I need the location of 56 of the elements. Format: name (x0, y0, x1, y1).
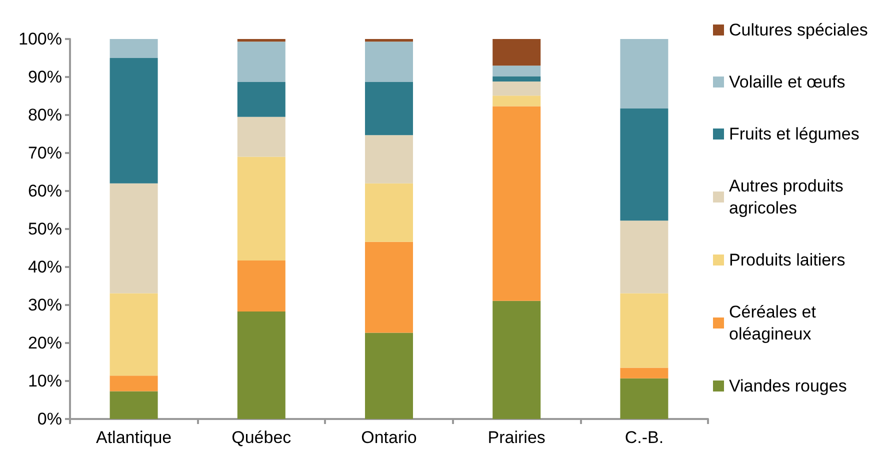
bar (492, 96, 541, 106)
bar (620, 378, 668, 419)
bar (365, 39, 413, 42)
x-tick-label: Prairies (488, 428, 546, 447)
bar (492, 66, 541, 76)
legend-label: Viandes rouges (729, 376, 847, 396)
bar (365, 242, 413, 333)
y-tick-label: 60% (28, 182, 62, 200)
bar (620, 368, 668, 378)
bar (620, 220, 668, 294)
bar (492, 300, 541, 419)
bar (365, 42, 413, 82)
bar (110, 183, 158, 294)
x-tick-label: Québec (232, 428, 292, 447)
bar (237, 42, 286, 82)
bar (237, 156, 286, 261)
legend-label: Produits laitiers (729, 250, 846, 270)
bar (365, 183, 413, 242)
bar (492, 76, 541, 82)
bar (365, 332, 413, 419)
bar (110, 58, 158, 184)
x-tick-label: Ontario (361, 428, 417, 447)
bar (110, 376, 158, 392)
bar (110, 293, 158, 376)
bar (492, 82, 541, 96)
y-tick-label: 20% (28, 334, 62, 352)
bar (620, 293, 668, 368)
bar (110, 39, 158, 58)
y-tick-label: 50% (28, 220, 62, 238)
bar (492, 106, 541, 301)
bar (620, 108, 668, 221)
bar (110, 391, 158, 419)
legend-label: Autres produits agricoles (729, 176, 848, 218)
y-tick-label: 100% (18, 30, 62, 48)
bar (492, 39, 541, 66)
bar (365, 135, 413, 184)
bar (237, 311, 286, 419)
bar (237, 260, 286, 312)
legend-label: Céréales et oléagineux (729, 302, 821, 344)
y-tick-label: 0% (37, 410, 62, 428)
legend-label: Cultures spéciales (729, 20, 868, 40)
legend-label: Volaille et œufs (729, 72, 846, 92)
x-tick-label: Atlantique (96, 428, 172, 447)
bar (620, 39, 668, 109)
y-tick-label: 80% (28, 106, 62, 124)
y-tick-label: 70% (28, 144, 62, 162)
y-tick-label: 10% (28, 372, 62, 390)
bar (237, 116, 286, 157)
bar (365, 82, 413, 136)
x-tick-label: C.-B. (624, 428, 664, 447)
y-tick-label: 30% (28, 296, 62, 314)
bar (237, 39, 286, 42)
legend-label: Fruits et légumes (729, 124, 860, 144)
y-tick-label: 40% (28, 258, 62, 276)
y-tick-label: 90% (28, 68, 62, 86)
bar (237, 82, 286, 117)
